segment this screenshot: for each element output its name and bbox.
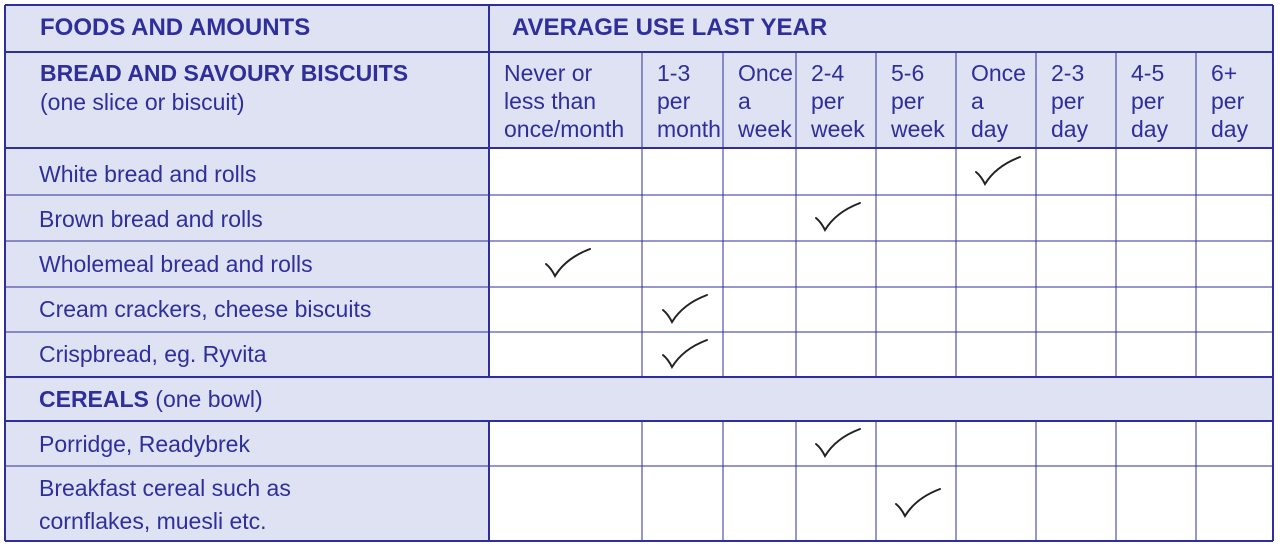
frequency-header-line: per (1051, 88, 1085, 114)
frequency-header-line: per (1211, 88, 1245, 114)
frequency-header-line: 4-5 (1131, 60, 1165, 86)
check-mark-icon (815, 427, 861, 458)
frequency-column-header: 4-5 per day (1122, 59, 1168, 143)
frequency-column-header: Once a week (729, 59, 793, 143)
answer-row-6 (489, 466, 1272, 541)
frequency-column-header: Never or less than once/month (495, 59, 624, 143)
frequency-header-line: 6+ (1211, 60, 1238, 86)
food-label-crispbread: Crispbread, eg. Ryvita (39, 341, 267, 367)
answer-row-5 (489, 421, 1272, 466)
frequency-header-line: 1-3 (657, 60, 691, 86)
frequency-header-line: day (1051, 116, 1089, 142)
check-mark-icon (975, 156, 1021, 187)
frequency-header-line: day (971, 116, 1009, 142)
frequency-column-header: 5-6 per week (882, 59, 945, 143)
answer-row-3 (489, 287, 1272, 332)
food-label-cream-crackers: Cream crackers, cheese biscuits (39, 296, 372, 322)
frequency-header-line: 5-6 (891, 60, 925, 86)
check-mark-icon (544, 248, 591, 279)
frequency-header-line: Once (738, 60, 793, 86)
frequency-header-line: month (657, 116, 721, 142)
frequency-header-line: 2-4 (811, 60, 845, 86)
frequency-header-line: week (811, 116, 865, 142)
foods-header: FOODS AND AMOUNTS (40, 14, 311, 41)
answer-row-2 (489, 241, 1272, 287)
section-note-bread: (one slice or biscuit) (40, 89, 245, 115)
answer-row-0 (489, 149, 1272, 195)
section-heading-cereals: CEREALS (one bowl) (5, 386, 263, 413)
frequency-header-line: per (1131, 88, 1165, 114)
section-note-cereals: (one bowl) (155, 386, 263, 412)
frequency-header-line: a (971, 88, 984, 114)
frequency-header-line: once/month (504, 116, 625, 142)
check-mark-icon (895, 487, 941, 518)
frequency-header-line: per (811, 88, 845, 114)
frequency-header-line: week (738, 116, 792, 142)
frequency-header-line: day (1131, 116, 1169, 142)
frequency-column-header: 1-3 per month (648, 59, 721, 143)
answer-row-1 (489, 195, 1272, 241)
frequency-header-line: less than (504, 88, 597, 114)
frequency-header-line: per (657, 88, 691, 114)
frequency-header-line: Never or (504, 60, 593, 86)
food-label-porridge: Porridge, Readybrek (39, 431, 250, 457)
frequency-column-header: 2-4 per week (802, 59, 865, 143)
frequency-header-line: day (1211, 116, 1249, 142)
frequency-header-line: per (891, 88, 925, 114)
frequency-header-line: 2-3 (1051, 60, 1085, 86)
frequency-column-header: Once a day (962, 59, 1026, 143)
frequency-column-header: 6+ per day (1202, 59, 1248, 143)
frequency-header-line: a (738, 88, 751, 114)
food-label-white-bread: White bread and rolls (39, 161, 257, 187)
frequency-header-line: week (891, 116, 945, 142)
average-use-header: AVERAGE USE LAST YEAR (512, 14, 828, 41)
food-label-brown-bread: Brown bread and rolls (39, 206, 263, 232)
check-mark-icon (661, 338, 708, 369)
frequency-column-header: 2-3 per day (1042, 59, 1088, 143)
section-title-bread: BREAD AND SAVOURY BISCUITS (40, 60, 409, 86)
check-mark-icon (661, 293, 708, 324)
section-title-cereals: CEREALS (39, 386, 149, 412)
frequency-header-line: Once (971, 60, 1026, 86)
food-label-breakfast-cereal-line1: Breakfast cereal such as (39, 475, 291, 501)
answer-row-4 (489, 332, 1272, 377)
food-label-breakfast-cereal-line2: cornflakes, muesli etc. (39, 508, 267, 534)
check-mark-icon (815, 202, 861, 233)
food-label-wholemeal-bread: Wholemeal bread and rolls (39, 251, 313, 277)
